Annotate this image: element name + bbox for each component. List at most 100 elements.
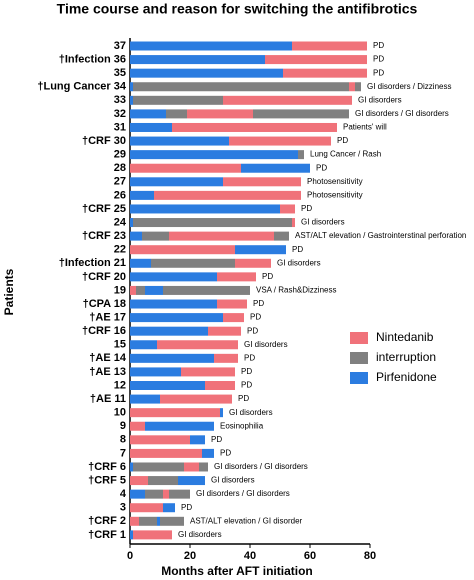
annotation: GI disorders (178, 530, 222, 539)
annotation: PD (241, 367, 252, 376)
bar-segment (169, 489, 190, 499)
annotation: GI disorders (277, 258, 321, 267)
bar-segment (283, 68, 367, 78)
bar-segment (139, 516, 157, 526)
annotation: PD (262, 272, 273, 281)
bar-segment (130, 231, 142, 241)
bar-segment (130, 272, 217, 282)
bar-segment (298, 150, 304, 160)
bar-segment (235, 258, 271, 268)
row-label: 8 (120, 434, 126, 446)
bar-segment (130, 245, 235, 255)
annotation: AST/ALT elevation / GI disorder (190, 516, 303, 525)
bar-segment (130, 394, 160, 404)
bar-segment (130, 299, 217, 309)
annotation: PD (373, 41, 384, 50)
annotation: PD (211, 435, 222, 444)
legend-swatch (350, 332, 368, 344)
bar-segment (172, 122, 337, 132)
bar-segment (130, 340, 157, 350)
annotation: GI disorders (211, 476, 255, 485)
bar-segment (265, 55, 367, 65)
bar-segment (181, 367, 235, 377)
bar-segment (187, 109, 253, 119)
annotation: PD (253, 299, 264, 308)
bar-segment (130, 435, 190, 445)
row-label: †CPA 18 (83, 298, 126, 310)
row-label: 29 (114, 149, 126, 161)
bar-segment (130, 408, 220, 418)
bar-segment (199, 462, 208, 472)
annotation: GI disorders / GI disorders (196, 489, 290, 498)
bar-segment (130, 313, 223, 323)
row-label: 35 (114, 67, 126, 79)
legend-label: Pirfenidone (376, 370, 437, 384)
bar-segment (208, 326, 241, 336)
annotation: PD (337, 136, 348, 145)
annotation: GI disorders (358, 95, 402, 104)
bar-segment (274, 231, 289, 241)
row-label: 19 (114, 284, 126, 296)
annotation: VSA / Rash&Dizziness (256, 286, 336, 295)
y-axis-label: Patients (2, 268, 16, 315)
bar-segment (151, 258, 235, 268)
row-label: 27 (114, 176, 126, 188)
bar-segment (130, 326, 208, 336)
bar-segment (133, 462, 184, 472)
bar-segment (169, 231, 274, 241)
annotation: AST/ALT elevation / Gastrointerstinal pe… (295, 231, 466, 240)
bar-segment (130, 218, 133, 228)
bar-segment (130, 462, 133, 472)
row-label: †CRF 1 (88, 529, 126, 541)
bar-segment (157, 340, 238, 350)
row-label: †CRF 2 (88, 515, 126, 527)
bar-segment (133, 82, 349, 92)
annotation: Lung Cancer / Rash (310, 150, 381, 159)
bar-segment (163, 503, 175, 513)
bar-segment (130, 163, 241, 173)
row-label: 4 (120, 488, 127, 500)
bar-segment (130, 68, 283, 78)
bar-segment (202, 448, 214, 458)
bar-segment (148, 476, 178, 486)
row-label: †CRF 30 (82, 135, 126, 147)
annotation: PD (373, 68, 384, 77)
annotation: PD (220, 449, 231, 458)
row-label: †AE 17 (89, 312, 126, 324)
bar-segment (130, 516, 139, 526)
x-tick-label: 0 (127, 550, 133, 562)
x-axis-label: Months after AFT initiation (161, 564, 313, 578)
bar-segment (145, 421, 214, 431)
bar-segment (130, 285, 136, 295)
annotation: GI disorders (301, 218, 345, 227)
bar-segment (130, 109, 166, 119)
bar-segment (235, 245, 286, 255)
row-label: 31 (114, 121, 126, 133)
bar-segment (292, 41, 367, 51)
row-label: †AE 11 (90, 393, 126, 405)
annotation: PD (292, 245, 303, 254)
bar-segment (292, 218, 295, 228)
bar-segment (130, 530, 133, 540)
legend-label: Nintedanib (376, 330, 434, 344)
bar-segment (130, 55, 265, 65)
row-label: 9 (120, 420, 126, 432)
x-tick-label: 60 (304, 550, 316, 562)
chart-title: Time course and reason for switching the… (57, 1, 418, 17)
x-tick-label: 40 (244, 550, 256, 562)
row-label: 32 (114, 108, 126, 120)
annotation: PD (241, 381, 252, 390)
bar-segment (157, 516, 160, 526)
legend-label: interruption (376, 350, 436, 364)
row-label: †CRF 6 (88, 461, 126, 473)
bar-segment (133, 218, 292, 228)
row-label: 24 (114, 216, 127, 228)
bar-segment (217, 299, 247, 309)
row-label: †CRF 5 (88, 474, 126, 486)
annotation: GI disorders (244, 340, 288, 349)
bar-segment (241, 163, 310, 173)
row-label: 12 (114, 379, 126, 391)
bar-segment (130, 476, 148, 486)
row-label: 15 (114, 339, 126, 351)
bar-segment (133, 95, 223, 105)
